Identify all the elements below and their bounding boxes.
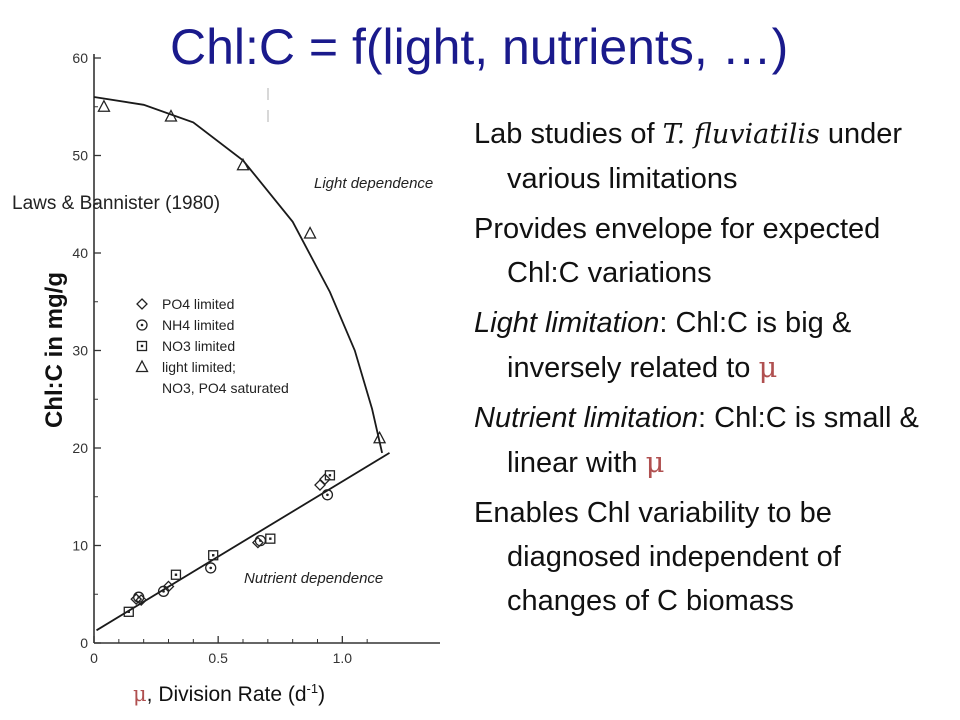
square-point: [324, 470, 336, 481]
x-axis-label-close: ): [318, 683, 326, 706]
legend-square-marker: [136, 340, 148, 352]
square-point-box: [324, 470, 336, 481]
circle-point: [205, 562, 217, 574]
circle-point-ring: [205, 562, 217, 574]
citation: Laws & Bannister (1980): [12, 193, 221, 214]
circle-point-ring: [133, 591, 145, 603]
bullet-emphasis: Nutrient limitation: [474, 402, 699, 434]
square-point-box: [123, 606, 134, 617]
x-tick-label: 0.5: [208, 650, 228, 666]
square-point-dot: [174, 573, 178, 576]
legend-diamond-marker: [136, 298, 148, 310]
slide-title: Chl:C = f(light, nutrients, …): [170, 19, 789, 75]
light-dependence-curve: [93, 96, 383, 454]
x-axis-label-exponent: -1: [306, 681, 319, 696]
y-tick-label: 60: [72, 50, 88, 66]
mu-symbol: μ: [758, 350, 778, 384]
diamond-point: [319, 473, 331, 486]
circle-point: [254, 534, 267, 547]
y-axis-title: Chl:C in mg/g: [41, 272, 68, 428]
circle-point-dot: [209, 566, 213, 570]
bullet-5: Enables Chl variability to be diagnosed …: [474, 491, 954, 623]
y-tick-label: 20: [72, 440, 88, 456]
mu-symbol: μ: [133, 682, 147, 706]
legend-circle-marker-dot: [140, 323, 144, 327]
nutrient-dependence-label: Nutrient dependence: [244, 570, 383, 587]
square-point-dot: [269, 537, 272, 540]
y-tick-label: 30: [72, 343, 88, 359]
bullet-2: Provides envelope for expected Chl:C var…: [474, 207, 954, 295]
triangle-point: [303, 226, 317, 239]
bullet-text: Enables Chl variability to be diagnosed …: [474, 497, 841, 617]
circle-point: [157, 585, 170, 597]
square-point: [170, 569, 182, 580]
triangle-point: [236, 157, 250, 171]
bullet-text: : Chl:C is big & inversely related to: [507, 307, 852, 384]
circle-point-dot: [259, 539, 262, 542]
legend-label: light limited;: [162, 359, 236, 375]
legend-label: PO4 limited: [162, 296, 234, 312]
legend-square-marker-box: [136, 340, 148, 352]
legend-triangle-marker: [135, 359, 149, 373]
square-point-dot: [127, 610, 130, 613]
square-point-dot: [328, 474, 332, 477]
square-point-box: [170, 569, 182, 580]
y-tick-label: 0: [80, 635, 88, 651]
diamond-point: [135, 594, 148, 607]
mu-symbol: μ: [645, 445, 665, 479]
bullet-1: Lab studies of T. fluviatilis under vari…: [474, 112, 954, 201]
triangle-point: [373, 430, 387, 444]
y-tick-label: 10: [72, 538, 88, 554]
legend-circle-marker: [136, 319, 148, 331]
y-tick-label: 40: [72, 245, 88, 261]
square-point: [208, 550, 219, 561]
bullet-3: Light limitation: Chl:C is big & inverse…: [474, 301, 954, 390]
bullet-text: under various limitations: [507, 118, 903, 195]
circle-point-ring: [157, 585, 170, 597]
bullet-text: Provides envelope for expected Chl:C var…: [474, 213, 881, 289]
diamond-point: [314, 479, 326, 491]
square-point-dot: [212, 554, 215, 557]
circle-point-dot: [326, 493, 329, 497]
legend-label: NO3 limited: [162, 338, 235, 354]
circle-point-ring: [321, 489, 334, 501]
square-point-box: [208, 550, 219, 561]
square-point: [265, 533, 276, 544]
bullet-text: Lab studies of: [474, 118, 663, 150]
x-axis-label-text: , Division Rate (d: [146, 683, 307, 706]
triangle-point: [164, 109, 178, 122]
circle-point-dot: [137, 595, 140, 599]
x-tick-label: 0: [90, 650, 98, 666]
bullet-emphasis: Light limitation: [474, 307, 660, 339]
legend-label: NO3, PO4 saturated: [162, 380, 289, 396]
bullet-text: : Chl:C is small & linear with: [507, 402, 919, 479]
x-tick-label: 1.0: [333, 650, 353, 666]
square-point-box: [265, 533, 276, 544]
legend-square-marker-dot: [140, 344, 144, 348]
circle-point-dot: [162, 590, 165, 593]
square-point: [123, 606, 134, 617]
circle-point: [133, 591, 145, 603]
bullet-4: Nutrient limitation: Chl:C is small & li…: [474, 396, 954, 485]
light-dependence-label: Light dependence: [314, 175, 433, 192]
legend-circle-marker-ring: [136, 319, 148, 331]
bullet-list: Lab studies of T. fluviatilis under vari…: [474, 112, 954, 629]
circle-point: [321, 489, 334, 501]
y-tick-label: 50: [72, 148, 88, 164]
species-name: T. fluviatilis: [662, 119, 820, 150]
triangle-point: [97, 99, 111, 112]
legend-label: NH4 limited: [162, 317, 234, 333]
x-axis-label: μ, Division Rate (d-1): [133, 681, 325, 707]
